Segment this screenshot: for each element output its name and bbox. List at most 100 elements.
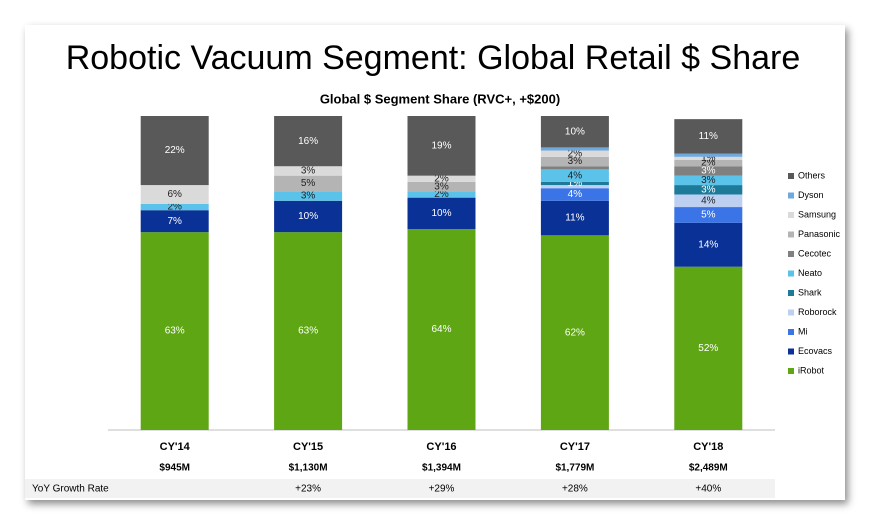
- bar-segment: [674, 207, 743, 223]
- legend-label: Cecotec: [798, 248, 832, 258]
- growth-value: +28%: [562, 484, 588, 495]
- data-label: 63%: [165, 326, 185, 337]
- x-tick-label: CY'16: [426, 441, 456, 453]
- data-label: 22%: [165, 145, 185, 156]
- data-label: 11%: [565, 213, 584, 224]
- data-label: 2%: [167, 202, 182, 213]
- bar-segment: [540, 169, 609, 182]
- data-label: 1%: [568, 178, 583, 189]
- legend-label: Ecovacs: [798, 346, 833, 356]
- bar-segment: [140, 210, 209, 233]
- legend-swatch: [788, 270, 794, 277]
- bar-segment: [274, 200, 343, 233]
- bar-segment: [407, 116, 476, 176]
- data-label: 2%: [434, 189, 449, 200]
- legend-swatch: [788, 251, 794, 257]
- bar-segment: [140, 185, 209, 204]
- data-label: 62%: [565, 327, 585, 338]
- growth-value: +29%: [429, 484, 455, 495]
- bar-segment: [274, 175, 343, 192]
- data-label: 52%: [698, 343, 718, 354]
- bar-segment: [140, 203, 209, 211]
- legend-swatch: [788, 309, 794, 316]
- data-label: 4%: [568, 189, 583, 200]
- bar-segment: [540, 166, 609, 170]
- total-label: $2,489M: [689, 463, 728, 474]
- data-label: 3%: [568, 156, 583, 167]
- data-label: 7%: [167, 216, 182, 227]
- legend-label: Neato: [798, 268, 822, 278]
- data-label: 63%: [298, 326, 318, 337]
- legend-swatch: [788, 368, 794, 374]
- data-label: 1%: [701, 153, 716, 164]
- x-tick-label: CY'17: [560, 441, 590, 453]
- legend-swatch: [788, 329, 794, 335]
- legend-swatch: [788, 231, 794, 238]
- data-label: 5%: [301, 178, 316, 189]
- bar-segment: [274, 166, 343, 176]
- bar-segment: [674, 222, 743, 267]
- legend-label: Panasonic: [798, 229, 841, 239]
- bar-segment: [674, 175, 743, 186]
- data-label: 64%: [431, 324, 451, 335]
- data-label: 4%: [568, 170, 583, 181]
- data-label: 2%: [434, 173, 449, 184]
- bar-segment: [540, 156, 609, 167]
- bar-segment: [540, 147, 609, 151]
- chart-title: Global $ Segment Share (RVC+, +$200): [320, 91, 560, 106]
- data-label: 19%: [431, 140, 451, 151]
- data-label: 10%: [431, 208, 451, 219]
- growth-label: YoY Growth Rate: [32, 484, 109, 495]
- growth-value: +40%: [695, 484, 721, 495]
- bar-segment: [674, 119, 743, 154]
- data-label: 2%: [568, 148, 583, 159]
- bar-segment: [274, 232, 343, 430]
- bar-segment: [674, 194, 743, 208]
- data-label: 16%: [298, 136, 318, 147]
- bar-segment: [540, 185, 609, 189]
- total-label: $1,394M: [422, 463, 461, 474]
- legend-swatch: [788, 192, 794, 199]
- bar-segment: [540, 181, 609, 186]
- data-label: 10%: [565, 126, 585, 137]
- bar-segment: [407, 175, 476, 182]
- legend-swatch: [788, 173, 794, 179]
- data-label: 14%: [698, 239, 718, 250]
- legend-label: Samsung: [798, 209, 836, 219]
- data-label: 6%: [167, 189, 182, 200]
- bar-segment: [407, 229, 476, 430]
- legend-swatch: [788, 348, 794, 355]
- bar-segment: [674, 159, 743, 167]
- data-label: 5%: [701, 210, 716, 221]
- growth-row-bg: [25, 479, 775, 498]
- bar-segment: [674, 156, 743, 160]
- legend-label: Shark: [798, 287, 822, 297]
- x-tick-label: CY'14: [160, 441, 191, 453]
- bar-segment: [540, 188, 609, 201]
- legend-label: Others: [798, 170, 826, 180]
- bar-segment: [140, 116, 209, 186]
- legend-swatch: [788, 212, 794, 218]
- total-label: $1,130M: [289, 463, 328, 474]
- bar-segment: [274, 116, 343, 167]
- data-label: 11%: [699, 131, 718, 142]
- legend-swatch: [788, 290, 794, 296]
- total-label: $945M: [159, 463, 190, 474]
- data-label: 3%: [701, 166, 716, 177]
- bar-segment: [540, 116, 609, 148]
- legend-label: Mi: [798, 326, 808, 336]
- data-label: 3%: [301, 191, 316, 202]
- legend-label: Dyson: [798, 190, 824, 200]
- bar-segment: [540, 200, 609, 236]
- bar-segment: [674, 266, 743, 430]
- x-tick-label: CY'15: [293, 441, 323, 453]
- bar-segment: [407, 191, 476, 198]
- data-label: 10%: [298, 211, 318, 222]
- growth-value: +23%: [295, 484, 321, 495]
- bar-segment: [674, 166, 743, 176]
- legend-label: Roborock: [798, 307, 837, 317]
- data-label: 3%: [701, 175, 716, 186]
- bar-segment: [674, 153, 743, 157]
